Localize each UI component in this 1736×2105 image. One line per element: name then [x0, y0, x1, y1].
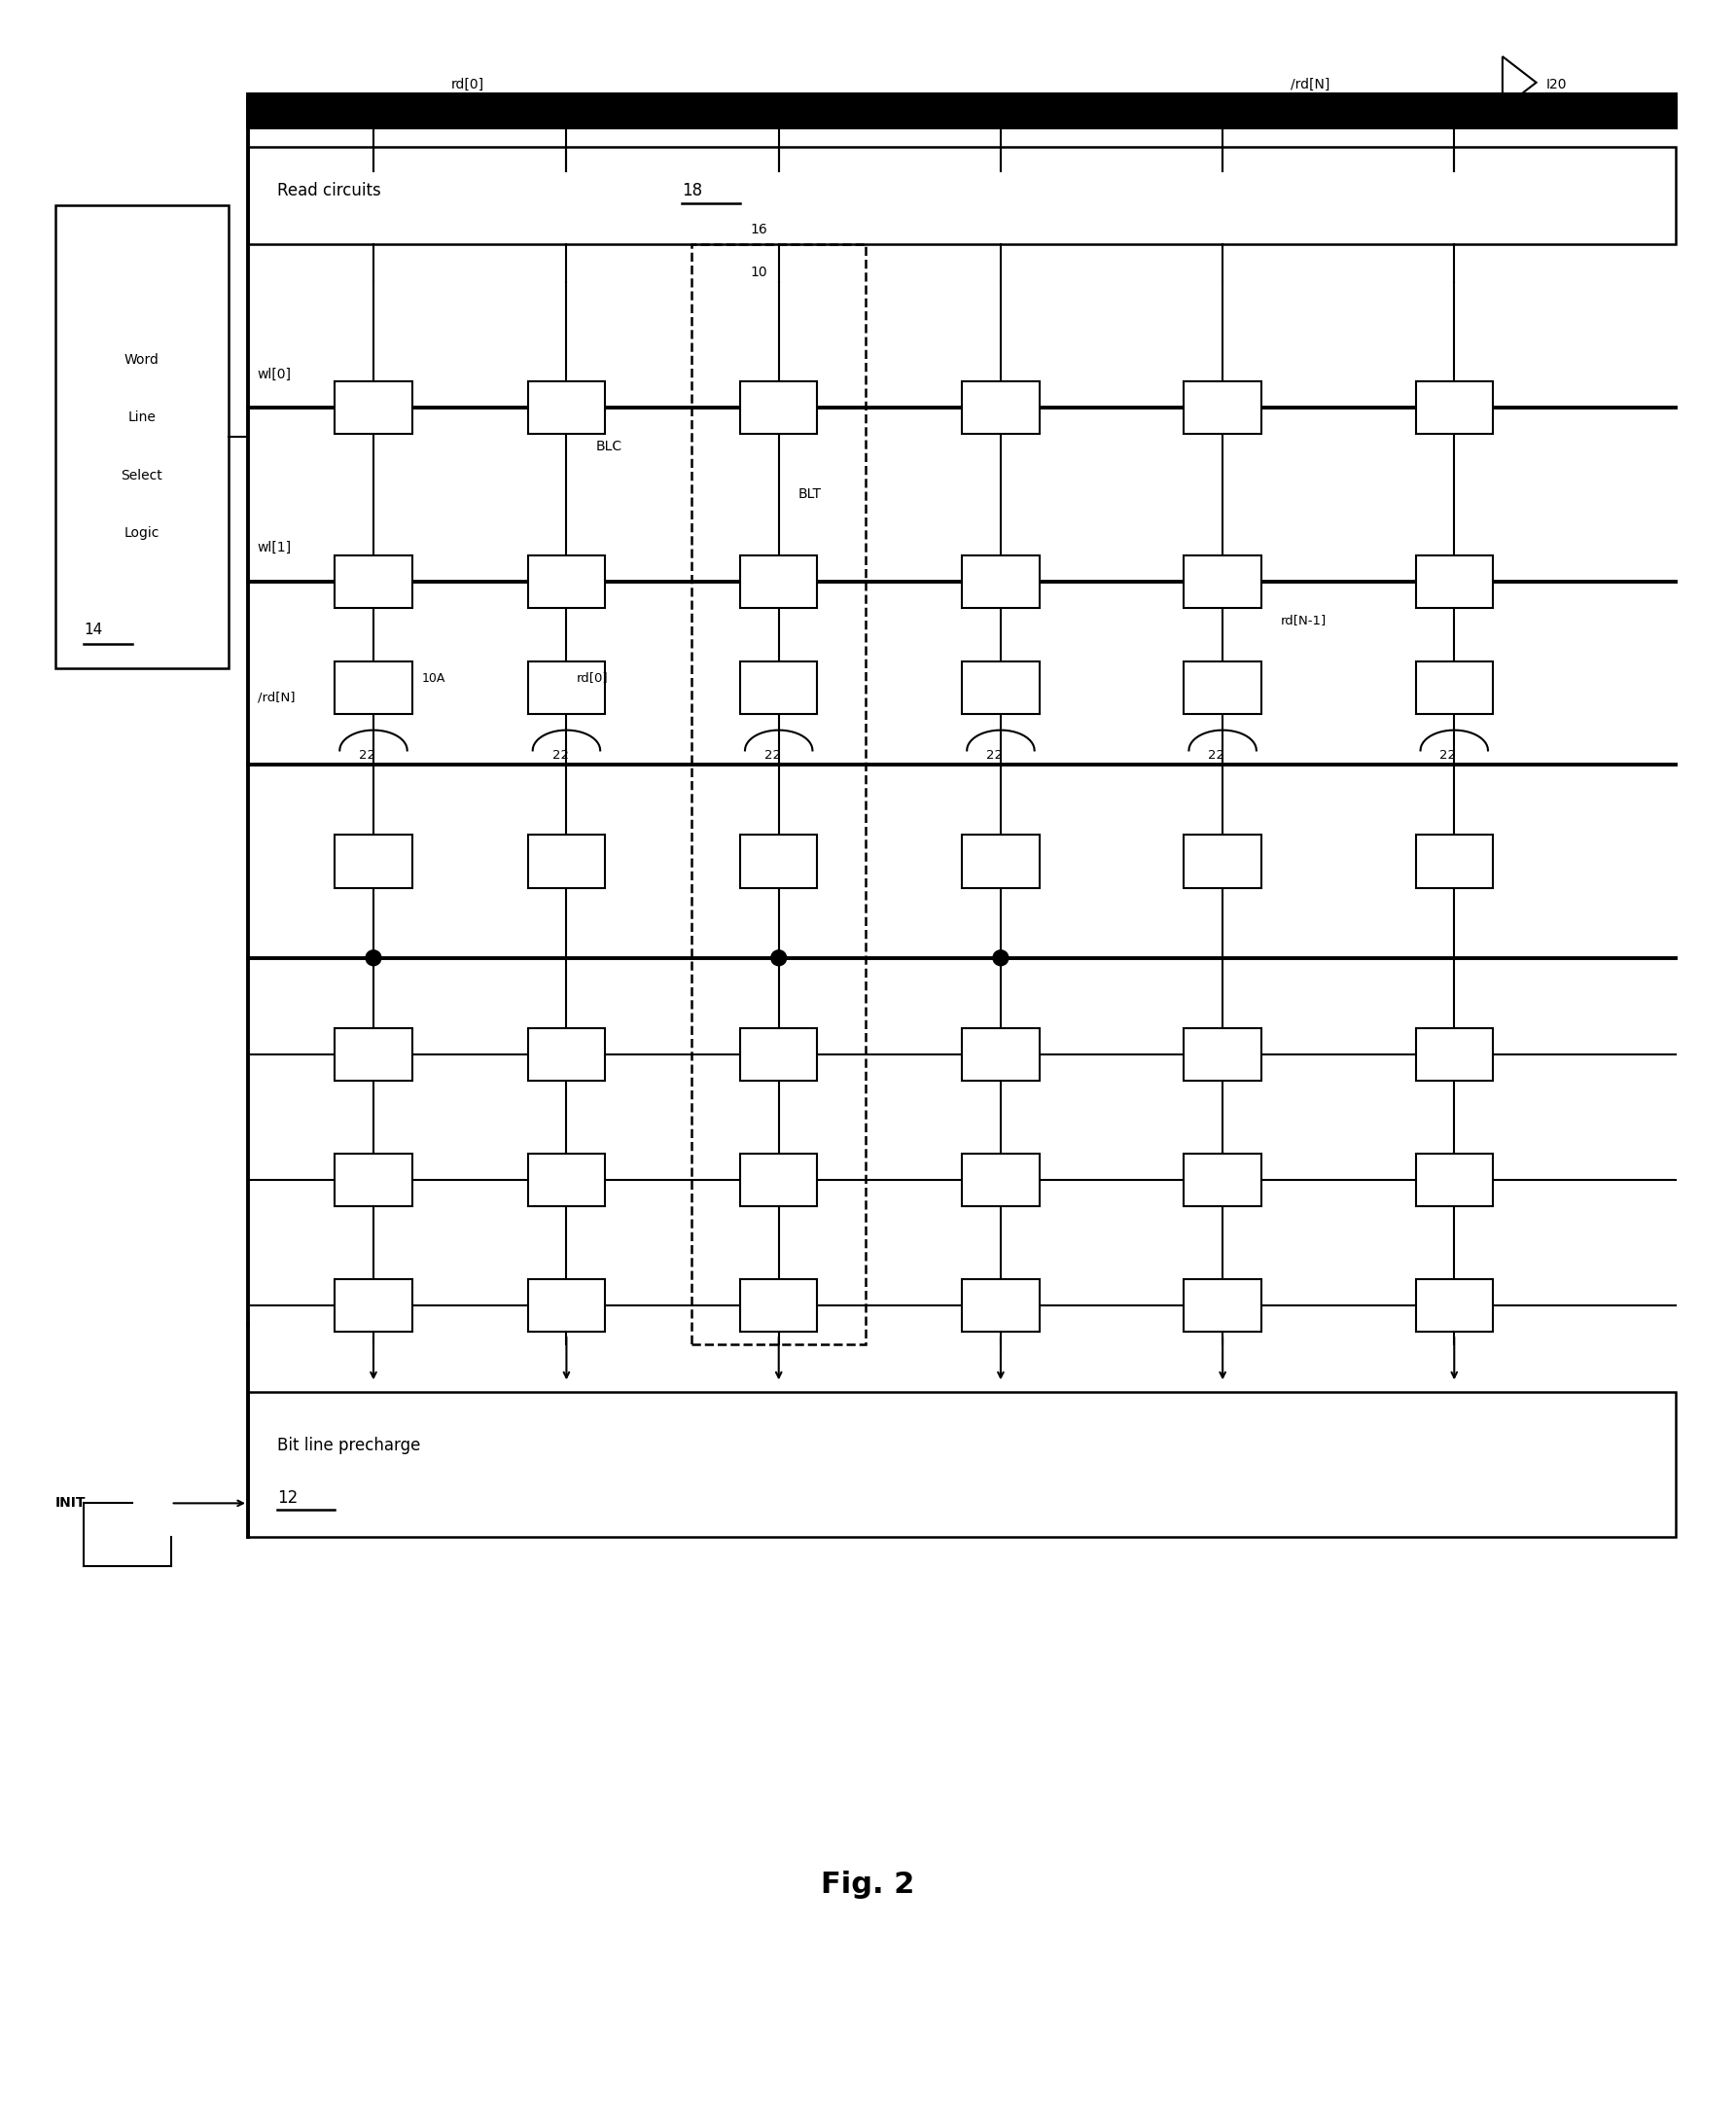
Circle shape [771, 949, 786, 966]
Bar [335, 556, 411, 608]
Text: 22: 22 [986, 749, 1003, 762]
Text: Word: Word [125, 354, 160, 366]
Bar [740, 1027, 818, 1082]
Text: 16: 16 [750, 223, 767, 236]
Text: 12: 12 [278, 1490, 297, 1507]
Bar [1184, 1280, 1262, 1332]
Bar [962, 1027, 1040, 1082]
Text: 22: 22 [359, 749, 375, 762]
Circle shape [993, 949, 1009, 966]
Bar [248, 95, 1677, 128]
Bar [1184, 1154, 1262, 1206]
Bar [740, 381, 818, 434]
Text: 14: 14 [83, 623, 102, 638]
Bar [1415, 381, 1493, 434]
Circle shape [366, 949, 382, 966]
Bar [335, 1027, 411, 1082]
Bar [1184, 381, 1262, 434]
Bar [528, 381, 606, 434]
Bar [528, 1154, 606, 1206]
Bar [740, 1154, 818, 1206]
Text: Line: Line [128, 410, 156, 425]
Bar [1184, 556, 1262, 608]
Bar [740, 556, 818, 608]
Text: 22: 22 [552, 749, 568, 762]
Bar [1415, 661, 1493, 714]
Bar [962, 556, 1040, 608]
Bar [528, 1280, 606, 1332]
Bar [528, 556, 606, 608]
Bar [1184, 1027, 1262, 1082]
Bar [962, 1280, 1040, 1332]
Text: Select: Select [122, 469, 163, 482]
Text: 10A: 10A [422, 671, 446, 684]
Bar [528, 836, 606, 888]
Bar [528, 661, 606, 714]
Text: rd[0]: rd[0] [576, 671, 608, 684]
Text: BLC: BLC [595, 440, 621, 453]
Bar [335, 1280, 411, 1332]
Bar [335, 661, 411, 714]
Text: Read circuits: Read circuits [278, 181, 385, 200]
Text: 18: 18 [682, 181, 703, 200]
Bar [1184, 661, 1262, 714]
Bar [740, 661, 818, 714]
Text: Bit line precharge: Bit line precharge [278, 1436, 420, 1455]
Text: /rd[N]: /rd[N] [257, 690, 295, 703]
Bar [740, 1280, 818, 1332]
Text: Fig. 2: Fig. 2 [821, 1871, 915, 1899]
Text: INIT: INIT [56, 1497, 85, 1509]
Text: BLT: BLT [799, 488, 821, 501]
Bar [335, 1154, 411, 1206]
Text: 10: 10 [750, 265, 767, 280]
Bar [1415, 1280, 1493, 1332]
Bar [248, 147, 1677, 244]
Text: /rd[N]: /rd[N] [1290, 78, 1330, 91]
Bar [962, 1154, 1040, 1206]
Text: 22: 22 [1439, 749, 1457, 762]
Bar [693, 244, 866, 1343]
Bar [56, 204, 229, 669]
Bar [962, 836, 1040, 888]
Bar [1184, 836, 1262, 888]
Text: rd[0]: rd[0] [451, 78, 484, 91]
Bar [740, 836, 818, 888]
Text: 22: 22 [764, 749, 781, 762]
Text: wl[0]: wl[0] [257, 366, 292, 381]
Text: rd[N-1]: rd[N-1] [1281, 615, 1326, 627]
Bar [1415, 1027, 1493, 1082]
Text: wl[1]: wl[1] [257, 541, 292, 554]
Bar [1415, 556, 1493, 608]
Bar [1415, 836, 1493, 888]
Text: Logic: Logic [125, 526, 160, 541]
Bar [248, 1391, 1677, 1537]
Bar [962, 381, 1040, 434]
Text: I20: I20 [1545, 78, 1568, 91]
Bar [335, 836, 411, 888]
Text: 22: 22 [1208, 749, 1224, 762]
Bar [528, 1027, 606, 1082]
Bar [1415, 1154, 1493, 1206]
Bar [962, 661, 1040, 714]
Bar [335, 381, 411, 434]
